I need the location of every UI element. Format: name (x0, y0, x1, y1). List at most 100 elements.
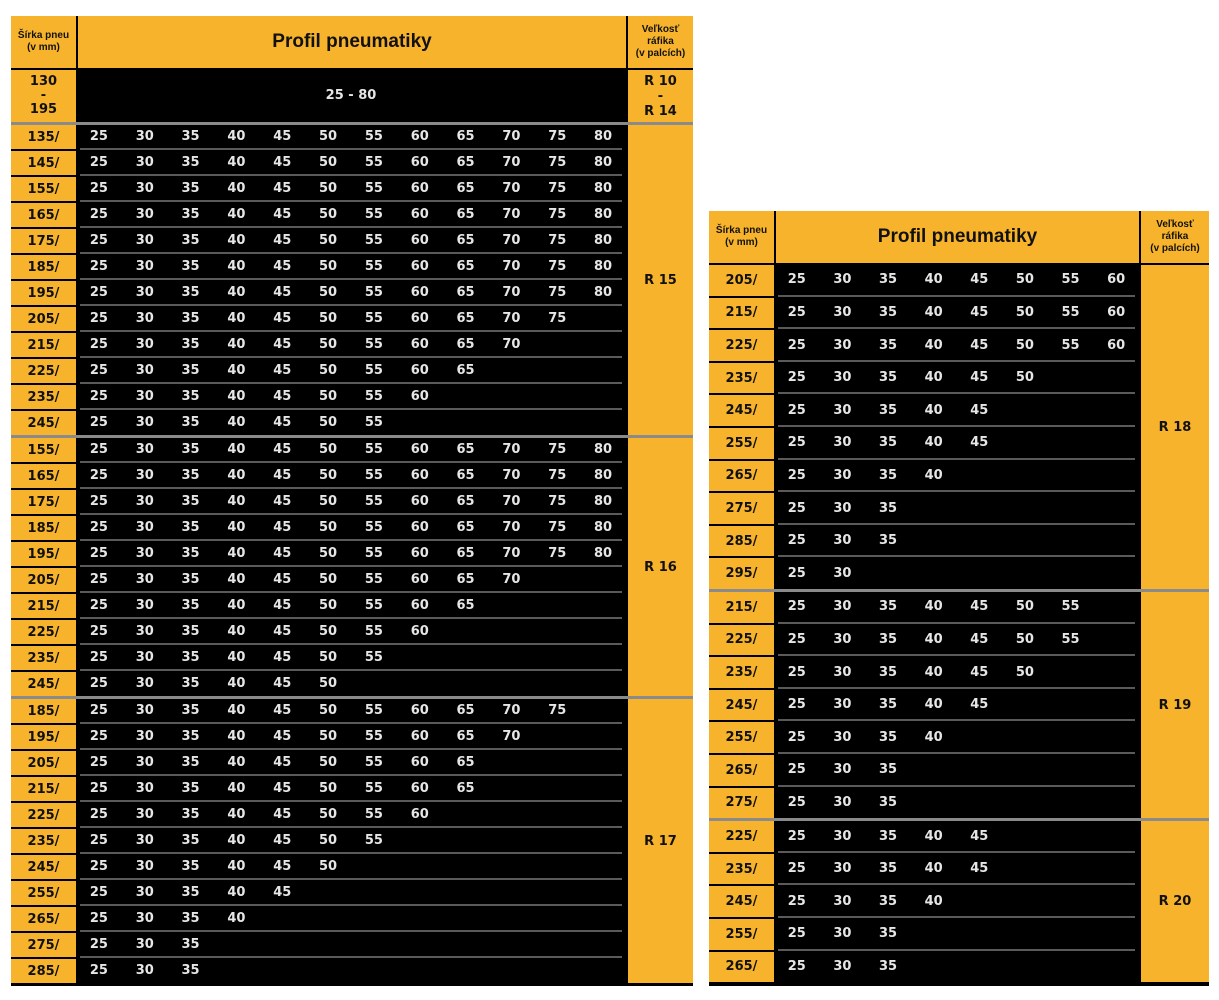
right-width-cell: 265/ (709, 460, 774, 492)
left-profile-value: 70 (502, 337, 521, 352)
right-profile-value: 55 (1061, 337, 1080, 353)
left-width-cell: 245/ (11, 672, 76, 696)
left-profile-value: 80 (594, 285, 613, 300)
left-profile-value: 25 (89, 233, 108, 248)
left-profile-value: 35 (181, 468, 200, 483)
left-profile-value: 50 (319, 598, 338, 613)
left-profile-value: 45 (273, 546, 292, 561)
left-width-cell: 165/ (11, 464, 76, 488)
right-profile-value: 35 (879, 958, 898, 974)
left-width-cell: 215/ (11, 777, 76, 801)
left-width-cell: 235/ (11, 646, 76, 670)
left-profile-value: 35 (181, 181, 200, 196)
left-profile-value: 35 (181, 233, 200, 248)
right-profile-value: 40 (924, 861, 943, 877)
left-profile-value: 35 (181, 781, 200, 796)
left-profile-value: 60 (410, 442, 429, 457)
right-profile-value: 35 (879, 729, 898, 745)
left-profile-value: 50 (319, 155, 338, 170)
left-profile-value: 40 (227, 415, 246, 430)
left-profile-value: 75 (548, 233, 567, 248)
right-rim-cell: R 20 (1141, 821, 1209, 983)
left-profile-value: 55 (364, 285, 383, 300)
left-profile-value: 55 (364, 181, 383, 196)
left-profile-value: 60 (410, 389, 429, 404)
left-width-cell: 195/ (11, 281, 76, 305)
left-profile-value: 45 (273, 520, 292, 535)
left-row-divider (80, 252, 622, 254)
left-profile-value: 50 (319, 546, 338, 561)
left-profile-value: 40 (227, 389, 246, 404)
right-profile-value: 30 (833, 304, 852, 320)
left-profile-value: 35 (181, 207, 200, 222)
right-row-divider (778, 686, 1135, 689)
right-profile-value: 45 (970, 664, 989, 680)
right-width-cell: 225/ (709, 624, 774, 656)
right-profile-value: 50 (1015, 631, 1034, 647)
left-profile-value: 25 (89, 781, 108, 796)
right-width-cell: 285/ (709, 525, 774, 557)
left-profile-value: 45 (273, 129, 292, 144)
left-profile-value: 80 (594, 468, 613, 483)
left-profile-value: 70 (502, 155, 521, 170)
left-profile-value: 35 (181, 389, 200, 404)
left-profile-value: 70 (502, 285, 521, 300)
left-profile-value: 30 (135, 859, 154, 874)
left-profile-value: 25 (89, 285, 108, 300)
left-width-cell: 195/ (11, 542, 76, 566)
right-profile-value: 35 (879, 664, 898, 680)
right-width-cell: 235/ (709, 657, 774, 688)
left-profile-value: 45 (273, 311, 292, 326)
left-profile-value: 60 (410, 259, 429, 274)
left-width-cell: 215/ (11, 594, 76, 618)
left-profile-value: 75 (548, 520, 567, 535)
left-profile-value: 30 (135, 181, 154, 196)
left-profile-value: 45 (273, 415, 292, 430)
right-row-divider (778, 654, 1135, 657)
right-profile-value: 40 (924, 467, 943, 483)
left-profile-value: 35 (181, 415, 200, 430)
left-profile-value: 80 (594, 259, 613, 274)
left-profile-value: 45 (273, 624, 292, 639)
right-profile-value: 55 (1061, 599, 1080, 615)
left-merged-rim: R 10- R 14 (628, 70, 693, 122)
left-profile-value: 50 (319, 285, 338, 300)
left-row-divider (80, 226, 622, 228)
left-profile-value: 70 (502, 442, 521, 457)
right-profile-value: 50 (1015, 370, 1034, 386)
left-profile-value: 50 (319, 389, 338, 404)
left-profile-value: 40 (227, 337, 246, 352)
left-row-divider (80, 304, 622, 306)
left-profile-value: 35 (181, 729, 200, 744)
right-profile-value: 25 (787, 729, 806, 745)
left-profile-value: 55 (364, 729, 383, 744)
left-profile-value: 40 (227, 546, 246, 561)
left-profile-value: 35 (181, 885, 200, 900)
left-row-divider (80, 774, 622, 776)
right-profile-value: 50 (1015, 337, 1034, 353)
right-profile-value: 25 (787, 926, 806, 942)
left-profile-value: 25 (89, 311, 108, 326)
left-profile-value: 30 (135, 598, 154, 613)
left-profile-value: 30 (135, 624, 154, 639)
left-profile-value: 70 (502, 311, 521, 326)
left-width-cell: 255/ (11, 881, 76, 905)
left-width-cell: 225/ (11, 803, 76, 827)
left-profile-value: 55 (364, 833, 383, 848)
left-profile-value: 40 (227, 833, 246, 848)
right-profile-value: 40 (924, 435, 943, 451)
left-profile-value: 30 (135, 911, 154, 926)
left-profile-value: 55 (364, 233, 383, 248)
left-profile-value: 50 (319, 259, 338, 274)
left-profile-value: 30 (135, 285, 154, 300)
left-profile-value: 75 (548, 155, 567, 170)
left-profile-value: 60 (410, 337, 429, 352)
left-rim-cell: R 16 (628, 438, 693, 696)
right-profile-value: 25 (787, 599, 806, 615)
right-profile-value: 30 (833, 370, 852, 386)
right-width-cell: 245/ (709, 886, 774, 917)
right-profile-value: 45 (970, 435, 989, 451)
left-profile-value: 30 (135, 155, 154, 170)
left-profile-value: 45 (273, 285, 292, 300)
left-profile-value: 55 (364, 703, 383, 718)
